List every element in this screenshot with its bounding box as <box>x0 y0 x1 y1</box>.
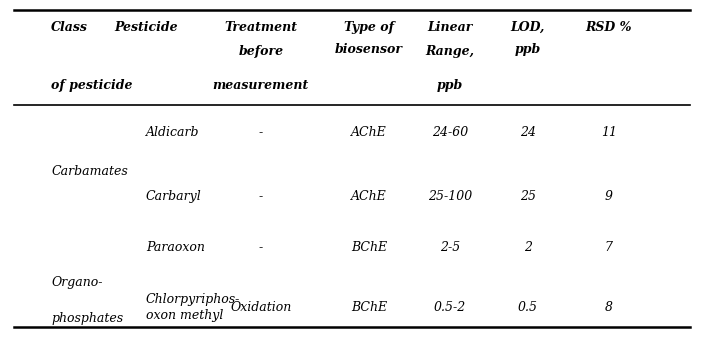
Text: Linear: Linear <box>427 21 472 34</box>
Text: Carbaryl: Carbaryl <box>146 190 201 203</box>
Text: 8: 8 <box>605 301 612 314</box>
Text: Treatment: Treatment <box>225 21 297 34</box>
Text: oxon methyl: oxon methyl <box>146 309 223 322</box>
Text: Oxidation: Oxidation <box>230 301 291 314</box>
Text: Organo-: Organo- <box>51 276 103 288</box>
Text: 9: 9 <box>605 190 612 203</box>
Text: AChE: AChE <box>351 190 386 203</box>
Text: LOD,: LOD, <box>510 21 545 34</box>
Text: 7: 7 <box>605 242 612 254</box>
Text: Pesticide: Pesticide <box>114 21 177 34</box>
Text: -: - <box>258 126 263 140</box>
Text: 24: 24 <box>520 126 536 140</box>
Text: ppb: ppb <box>515 43 541 56</box>
Text: 24-60: 24-60 <box>432 126 468 140</box>
Text: 11: 11 <box>601 126 617 140</box>
Text: Range,: Range, <box>425 45 474 58</box>
Text: Chlorpyriphos-: Chlorpyriphos- <box>146 293 240 306</box>
Text: Type of: Type of <box>344 21 394 34</box>
Text: BChE: BChE <box>351 301 387 314</box>
Text: Aldicarb: Aldicarb <box>146 126 199 140</box>
Text: 0.5: 0.5 <box>517 301 538 314</box>
Text: 2: 2 <box>524 242 532 254</box>
Text: biosensor: biosensor <box>335 43 403 56</box>
Text: 25-100: 25-100 <box>428 190 472 203</box>
Text: ppb: ppb <box>437 80 463 92</box>
Text: Paraoxon: Paraoxon <box>146 242 205 254</box>
Text: 2-5: 2-5 <box>440 242 460 254</box>
Text: of pesticide: of pesticide <box>51 80 133 92</box>
Text: Carbamates: Carbamates <box>51 165 128 178</box>
Text: phosphates: phosphates <box>51 312 123 325</box>
Text: BChE: BChE <box>351 242 387 254</box>
Text: before: before <box>238 45 283 58</box>
Text: RSD %: RSD % <box>586 21 632 34</box>
Text: measurement: measurement <box>213 80 309 92</box>
Text: 0.5-2: 0.5-2 <box>434 301 466 314</box>
Text: -: - <box>258 242 263 254</box>
Text: Class: Class <box>51 21 88 34</box>
Text: 25: 25 <box>520 190 536 203</box>
Text: AChE: AChE <box>351 126 386 140</box>
Text: -: - <box>258 190 263 203</box>
